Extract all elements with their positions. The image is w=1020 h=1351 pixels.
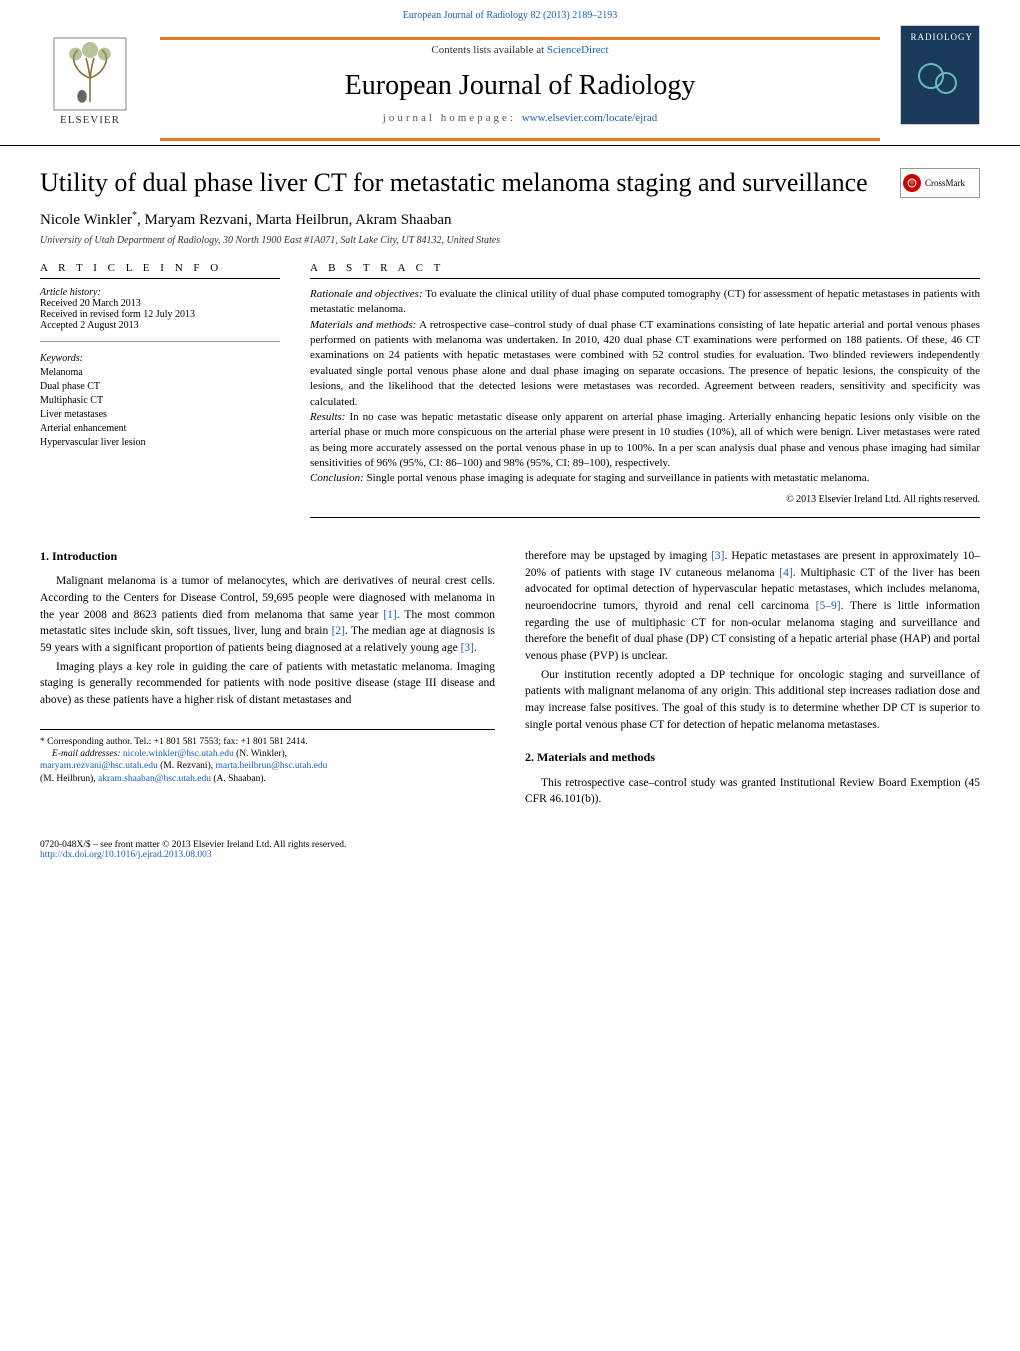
- author-primary: Nicole Winkler: [40, 212, 132, 228]
- keywords-block: Keywords: Melanoma Dual phase CT Multiph…: [40, 352, 280, 450]
- received: Received 20 March 2013: [40, 298, 280, 309]
- ref-1[interactable]: [1]: [383, 609, 396, 621]
- homepage-line: journal homepage: www.elsevier.com/locat…: [160, 112, 880, 134]
- crossmark-icon: [903, 174, 921, 192]
- contents-available: Contents lists available at ScienceDirec…: [160, 44, 880, 60]
- sciencedirect-link[interactable]: ScienceDirect: [547, 44, 609, 56]
- ref-5-9[interactable]: [5–9]: [816, 600, 841, 612]
- ref-3[interactable]: [3]: [461, 642, 474, 654]
- results-label: Results:: [310, 411, 345, 423]
- cover-graphic: [916, 61, 966, 106]
- results-text: In no case was hepatic metastatic diseas…: [310, 411, 980, 469]
- methods-heading: 2. Materials and methods: [525, 735, 980, 774]
- rationale-label: Rationale and objectives:: [310, 288, 423, 300]
- keyword: Dual phase CT: [40, 380, 280, 394]
- cover-title: RADIOLOGY: [901, 26, 979, 48]
- intro-p1: Malignant melanoma is a tumor of melanoc…: [40, 573, 495, 656]
- orange-bar-top: [160, 37, 880, 40]
- email-4[interactable]: akram.shaaban@hsc.utah.edu: [98, 774, 211, 784]
- abstract-copyright: © 2013 Elsevier Ireland Ltd. All rights …: [310, 487, 980, 507]
- crossmark-badge[interactable]: CrossMark: [900, 168, 980, 198]
- email-name: (M. Heilbrun),: [40, 774, 98, 784]
- keyword: Multiphasic CT: [40, 394, 280, 408]
- homepage-label: journal homepage:: [383, 112, 522, 124]
- contents-text: Contents lists available at: [431, 44, 546, 56]
- title-row: Utility of dual phase liver CT for metas…: [0, 146, 1020, 210]
- email-name: (N. Winkler),: [234, 749, 287, 759]
- elsevier-logo: ELSEVIER: [40, 25, 140, 135]
- text: therefore may be upstaged by imaging: [525, 550, 711, 562]
- authors: Nicole Winkler*, Maryam Rezvani, Marta H…: [0, 210, 1020, 235]
- email-line: E-mail addresses: nicole.winkler@hsc.uta…: [40, 748, 495, 760]
- elsevier-name: ELSEVIER: [60, 114, 120, 126]
- citation-link[interactable]: European Journal of Radiology 82 (2013) …: [0, 0, 1020, 25]
- email-line2: maryam.rezvani@hsc.utah.edu (M. Rezvani)…: [40, 760, 495, 772]
- ref-4[interactable]: [4]: [779, 567, 792, 579]
- email-line3: (M. Heilbrun), akram.shaaban@hsc.utah.ed…: [40, 773, 495, 785]
- conclusion-label: Conclusion:: [310, 472, 364, 484]
- ref-3b[interactable]: [3]: [711, 550, 724, 562]
- keywords-label: Keywords:: [40, 352, 280, 366]
- accepted: Accepted 2 August 2013: [40, 320, 280, 331]
- journal-header: ELSEVIER Contents lists available at Sci…: [0, 25, 1020, 146]
- conclusion-text: Single portal venous phase imaging is ad…: [364, 472, 870, 484]
- materials-label: Materials and methods:: [310, 319, 416, 331]
- history-label: Article history:: [40, 287, 280, 298]
- ref-2[interactable]: [2]: [332, 625, 345, 637]
- authors-rest: , Maryam Rezvani, Marta Heilbrun, Akram …: [137, 212, 452, 228]
- homepage-url[interactable]: www.elsevier.com/locate/ejrad: [522, 112, 658, 124]
- column-left: 1. Introduction Malignant melanoma is a …: [40, 548, 495, 810]
- materials-text: A retrospective case–control study of du…: [310, 319, 980, 408]
- email-3[interactable]: marta.heilbrun@hsc.utah.edu: [215, 761, 327, 771]
- abstract: A B S T R A C T Rationale and objectives…: [310, 262, 980, 518]
- intro-p2: Imaging plays a key role in guiding the …: [40, 659, 495, 709]
- journal-cover: RADIOLOGY: [900, 25, 980, 125]
- affiliation: University of Utah Department of Radiolo…: [0, 235, 1020, 262]
- col2-p2: Our institution recently adopted a DP te…: [525, 667, 980, 734]
- intro-heading: 1. Introduction: [40, 548, 495, 573]
- email-name: (A. Shaaban).: [211, 774, 266, 784]
- crossmark-text: CrossMark: [925, 178, 965, 188]
- issn-line: 0720-048X/$ – see front matter © 2013 El…: [40, 840, 980, 850]
- email-label: E-mail addresses:: [52, 749, 123, 759]
- text: .: [474, 642, 477, 654]
- history-block: Article history: Received 20 March 2013 …: [40, 287, 280, 342]
- article-title: Utility of dual phase liver CT for metas…: [40, 166, 900, 200]
- keyword: Hypervascular liver lesion: [40, 436, 280, 450]
- footnotes: * Corresponding author. Tel.: +1 801 581…: [40, 729, 495, 785]
- email-name: (M. Rezvani),: [158, 761, 216, 771]
- keyword: Liver metastases: [40, 408, 280, 422]
- article-info: A R T I C L E I N F O Article history: R…: [40, 262, 280, 518]
- abstract-header: A B S T R A C T: [310, 262, 980, 279]
- orange-bar-bottom: [160, 138, 880, 141]
- elsevier-tree-icon: [50, 34, 130, 114]
- body-columns: 1. Introduction Malignant melanoma is a …: [0, 518, 1020, 830]
- corresponding-author: * Corresponding author. Tel.: +1 801 581…: [40, 736, 495, 748]
- email-2[interactable]: maryam.rezvani@hsc.utah.edu: [40, 761, 158, 771]
- info-abstract-row: A R T I C L E I N F O Article history: R…: [0, 262, 1020, 518]
- column-right: therefore may be upstaged by imaging [3]…: [525, 548, 980, 810]
- journal-title: European Journal of Radiology: [160, 60, 880, 112]
- info-header: A R T I C L E I N F O: [40, 262, 280, 279]
- keyword: Melanoma: [40, 366, 280, 380]
- header-center: Contents lists available at ScienceDirec…: [160, 25, 880, 145]
- keyword: Arterial enhancement: [40, 422, 280, 436]
- doi-link[interactable]: http://dx.doi.org/10.1016/j.ejrad.2013.0…: [40, 850, 212, 860]
- email-1[interactable]: nicole.winkler@hsc.utah.edu: [123, 749, 234, 759]
- col2-p1: therefore may be upstaged by imaging [3]…: [525, 548, 980, 665]
- abstract-body: Rationale and objectives: To evaluate th…: [310, 287, 980, 518]
- revised: Received in revised form 12 July 2013: [40, 309, 280, 320]
- methods-p1: This retrospective case–control study wa…: [525, 775, 980, 808]
- bottom-metadata: 0720-048X/$ – see front matter © 2013 El…: [0, 830, 1020, 870]
